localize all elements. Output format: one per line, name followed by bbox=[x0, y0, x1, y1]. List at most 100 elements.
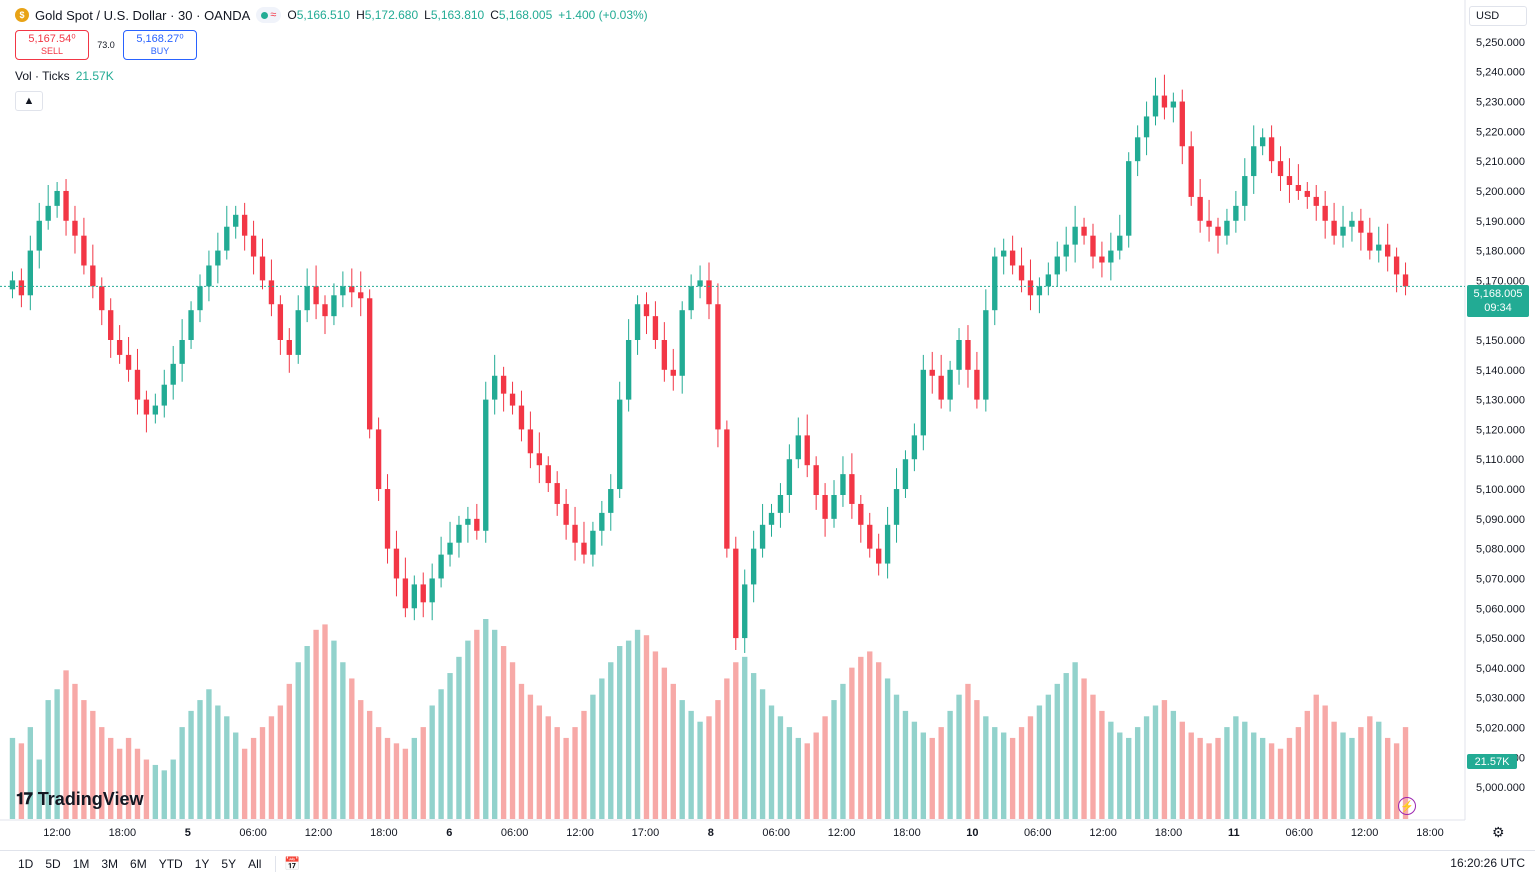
utc-clock[interactable]: 16:20:26 UTC bbox=[1450, 856, 1525, 870]
spread-value: 73.0 bbox=[97, 40, 115, 50]
candle-body bbox=[893, 489, 900, 525]
range-button-5y[interactable]: 5Y bbox=[221, 856, 237, 871]
volume-bar bbox=[1376, 721, 1382, 819]
candle bbox=[45, 185, 51, 230]
candle-body bbox=[1295, 185, 1302, 191]
volume-bar bbox=[358, 700, 364, 819]
candle bbox=[259, 238, 266, 290]
candle bbox=[572, 506, 578, 561]
time-tick-label: 18:00 bbox=[1155, 827, 1183, 839]
price-tick-label: 5,110.000 bbox=[1476, 454, 1524, 466]
volume-bar bbox=[402, 748, 409, 819]
candle bbox=[286, 328, 292, 373]
candle-body bbox=[465, 518, 471, 525]
candle-body bbox=[599, 512, 605, 531]
volume-bar bbox=[554, 727, 560, 819]
close-value: 5,168.005 bbox=[498, 8, 553, 22]
candle-body bbox=[358, 292, 364, 299]
volume-bar bbox=[286, 683, 292, 819]
volume-bar bbox=[608, 662, 614, 819]
candle-body bbox=[1099, 256, 1105, 263]
candle bbox=[90, 244, 96, 299]
symbol-title[interactable]: Gold Spot / U.S. Dollar · 30 · OANDA bbox=[35, 7, 251, 23]
candle bbox=[161, 369, 167, 418]
range-button-1y[interactable]: 1Y bbox=[194, 856, 210, 871]
candle-body bbox=[152, 405, 159, 415]
range-button-1d[interactable]: 1D bbox=[18, 856, 34, 871]
volume-bar bbox=[1393, 743, 1400, 819]
candle bbox=[697, 265, 703, 299]
candle bbox=[706, 262, 712, 320]
price-tick-label: 5,040.000 bbox=[1476, 663, 1525, 675]
volume-bar bbox=[974, 700, 980, 819]
price-tick-label: 5,250.000 bbox=[1476, 37, 1525, 49]
volume-bar bbox=[1143, 716, 1150, 819]
volume-bar bbox=[643, 635, 650, 819]
candle-body bbox=[331, 295, 337, 317]
price-chart[interactable]: 5,250.000 5,240.000 5,230.000 5,220.000 5,21… bbox=[0, 0, 1535, 850]
candle-body bbox=[867, 524, 873, 549]
candle bbox=[1063, 226, 1069, 272]
candle bbox=[188, 301, 194, 349]
collapse-legend-button[interactable]: ▲ bbox=[15, 91, 43, 111]
price-tick-label: 5,030.000 bbox=[1476, 693, 1525, 705]
candle bbox=[447, 521, 453, 567]
candle-body bbox=[277, 304, 284, 340]
gear-icon[interactable]: ⚙ bbox=[1492, 824, 1505, 840]
candle-body bbox=[215, 250, 221, 266]
range-button-6m[interactable]: 6M bbox=[130, 856, 147, 871]
candle-body bbox=[1331, 220, 1337, 236]
candle-body bbox=[304, 286, 310, 311]
tradingview-logo[interactable]: 𝟏𝟕 TradingView bbox=[16, 789, 144, 810]
candle bbox=[1143, 101, 1150, 156]
candle bbox=[384, 474, 391, 564]
time-tick-label: 12:00 bbox=[828, 827, 856, 839]
candle bbox=[1268, 125, 1275, 174]
candle-body bbox=[1376, 244, 1382, 251]
status-pill[interactable]: ≈ bbox=[256, 7, 282, 23]
range-button-1m[interactable]: 1M bbox=[72, 856, 90, 871]
buy-button[interactable]: 5,168.27⁰ BUY bbox=[123, 30, 197, 60]
bottom-toolbar: 1D 5D 1M 3M 6M YTD 1Y 5Y All 📅 16:20:26 UTC bbox=[0, 850, 1535, 876]
range-button-5d[interactable]: 5D bbox=[45, 856, 61, 871]
candle bbox=[429, 563, 435, 621]
sell-label: SELL bbox=[40, 46, 64, 56]
candle-body bbox=[1233, 205, 1239, 221]
volume-bar bbox=[1322, 705, 1328, 819]
candle bbox=[1170, 92, 1177, 123]
candle bbox=[947, 360, 953, 412]
volume-bar bbox=[750, 673, 757, 819]
volume-bar bbox=[438, 689, 444, 819]
candle bbox=[241, 202, 248, 251]
high-label: H bbox=[356, 8, 365, 22]
currency-selector[interactable]: USD bbox=[1469, 6, 1527, 26]
candle bbox=[1001, 238, 1007, 275]
candle bbox=[1251, 125, 1257, 194]
lightning-icon[interactable]: ⚡ bbox=[1398, 797, 1416, 815]
volume-bar bbox=[849, 667, 855, 819]
volume-tag-value: 21.57K bbox=[1474, 755, 1510, 768]
candle-body bbox=[1108, 250, 1114, 263]
candle-body bbox=[661, 340, 668, 370]
calendar-goto-icon[interactable]: 📅 bbox=[284, 855, 301, 871]
volume-bar bbox=[63, 670, 69, 819]
range-button-3m[interactable]: 3M bbox=[101, 856, 119, 871]
volume-bar bbox=[706, 716, 712, 819]
time-tick-label: 06:00 bbox=[501, 827, 529, 839]
volume-bar bbox=[322, 624, 328, 819]
candle-body bbox=[581, 542, 587, 555]
range-button-ytd[interactable]: YTD bbox=[158, 856, 183, 871]
candle bbox=[929, 351, 935, 394]
volume-bar bbox=[54, 689, 60, 819]
volume-bar bbox=[992, 727, 998, 819]
candle-body bbox=[813, 465, 819, 495]
volume-bar bbox=[420, 727, 426, 819]
high-value: 5,172.680 bbox=[364, 8, 419, 22]
sell-button[interactable]: 5,167.54⁰ SELL bbox=[15, 30, 89, 60]
volume-bar bbox=[250, 737, 257, 819]
range-button-all[interactable]: All bbox=[248, 856, 262, 871]
time-tick-label: 18:00 bbox=[1416, 827, 1444, 839]
candle bbox=[134, 348, 141, 415]
volume-legend[interactable]: Vol · Ticks 21.57K bbox=[15, 69, 114, 83]
volume-bar bbox=[670, 683, 676, 819]
